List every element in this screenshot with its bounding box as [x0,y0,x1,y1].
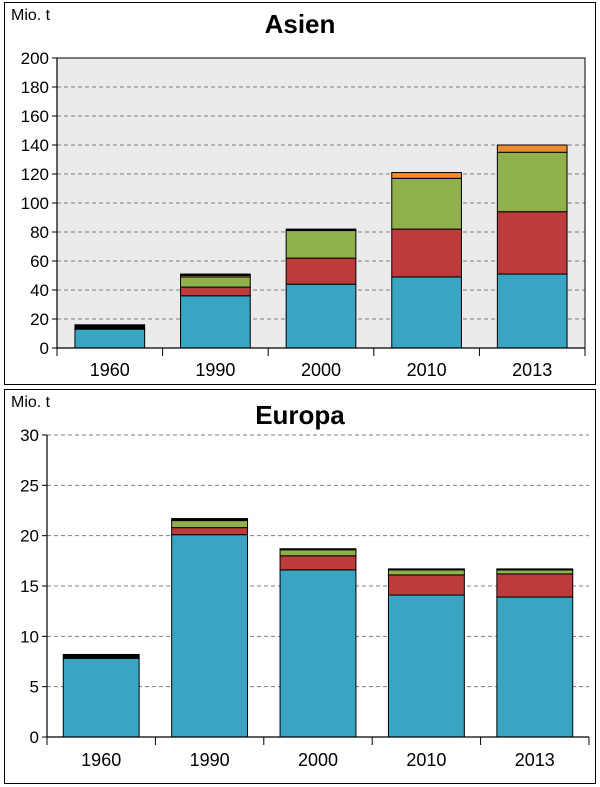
bar-segment-europa [496,569,574,575]
y-unit-label-europa: Mio. t [11,394,51,411]
bar-segment-asien [74,328,146,349]
bar-segment-asien [391,228,462,278]
y-tick-label-asien: 60 [30,252,49,271]
y-tick-label-asien: 100 [21,194,49,213]
bar-segment-europa [279,555,357,571]
bar-segment-europa [171,518,249,522]
bar-segment-asien [496,151,568,213]
y-tick-label-asien: 80 [30,223,49,242]
y-tick-label-europa: 10 [20,627,39,646]
x-tick-label-europa: 2000 [298,750,338,770]
bar-segment-europa [62,653,140,659]
x-tick-label-europa: 2010 [406,750,446,770]
bar-segment-europa [387,574,465,596]
x-tick-label-asien: 1960 [90,360,130,380]
plot-frame-asien [56,57,586,349]
chart-title-europa: Europa [255,400,345,430]
bar-segment-asien [74,324,146,330]
bar-segment-asien [391,172,462,179]
bar-segment-asien [285,283,357,349]
bar-segment-asien [496,273,568,349]
x-tick-label-asien: 2000 [301,360,341,380]
bar-segment-asien [391,276,462,349]
y-tick-label-asien: 120 [21,165,49,184]
bar-segment-europa [387,594,465,738]
chart-svg-europa: 0 5 10 15 20 25 30 1960 1990 2000 2010 2013 [20,426,590,770]
bar-segment-europa [279,548,357,551]
bar-segment-europa [279,549,357,557]
x-tick-label-europa: 2013 [515,750,555,770]
bar-segment-europa [387,569,465,576]
bar-segment-asien [285,230,357,259]
chart-svg-asien: 0 20 40 60 80 100 120 140 160 180 200 1960 1990 2000 2… [21,49,586,380]
x-tick-label-asien: 2010 [407,360,447,380]
bar-segment-europa [496,568,574,571]
x-tick-label-europa: 1960 [81,750,121,770]
y-tick-label-europa: 25 [20,476,39,495]
y-tick-label-europa: 5 [30,678,39,697]
bar-segment-asien [285,228,357,232]
y-tick-label-asien: 200 [21,49,49,68]
chart-title-asien: Asien [264,9,336,39]
bar-segment-asien [180,273,251,276]
y-tick-label-asien: 160 [21,107,49,126]
y-unit-label-asien: Mio. t [11,7,51,24]
y-tick-label-asien: 40 [30,281,49,300]
bar-segment-asien [496,211,568,275]
y-tick-label-asien: 0 [40,339,49,358]
x-tick-label-asien: 2013 [512,360,552,380]
y-tick-label-asien: 140 [21,136,49,155]
y-tick-label-europa: 0 [30,728,39,747]
bar-segment-europa [171,534,249,738]
y-tick-label-europa: 15 [20,577,39,596]
x-tick-label-europa: 1990 [190,750,230,770]
bar-segment-europa [279,569,357,738]
y-tick-label-europa: 20 [20,527,39,546]
y-tick-label-asien: 180 [21,78,49,97]
chart-panel-asien: 0 20 40 60 80 100 120 140 160 180 200 1960 1990 2000 2… [4,2,596,385]
bar-segment-europa [62,657,140,738]
bar-segment-asien [180,295,251,349]
bar-segment-europa [171,527,249,536]
x-tick-label-asien: 1990 [195,360,235,380]
bar-segment-europa [171,520,249,529]
bar-segment-asien [180,286,251,297]
bar-segment-asien [391,177,462,230]
bar-segment-europa [496,596,574,738]
y-tick-label-asien: 20 [30,310,49,329]
bar-segment-asien [285,257,357,285]
bar-segment-europa [387,568,465,571]
bar-segment-europa [496,573,574,598]
bar-segment-asien [496,144,568,153]
y-tick-label-europa: 30 [20,426,39,445]
bar-segment-asien [180,276,251,288]
chart-panel-europa: 0 5 10 15 20 25 30 1960 1990 2000 2010 2013 Mio. t … [4,389,596,784]
